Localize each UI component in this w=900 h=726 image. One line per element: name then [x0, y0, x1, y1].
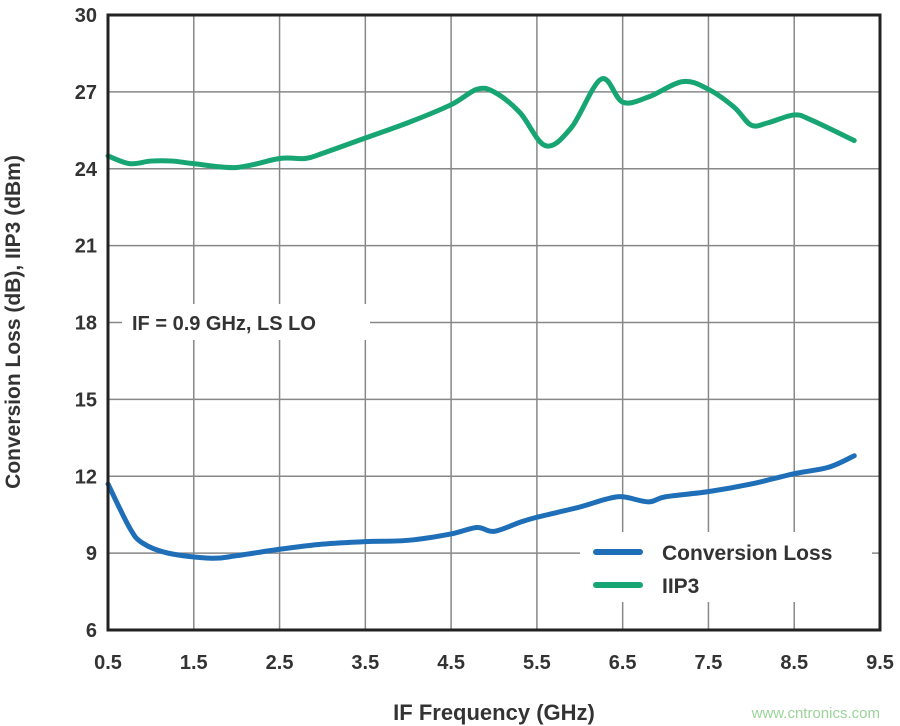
- y-tick-label: 15: [75, 389, 97, 411]
- y-tick-label: 21: [75, 236, 97, 258]
- annotation-text: IF = 0.9 GHz, LS LO: [132, 313, 316, 335]
- series-line-conversion-loss: [105, 453, 857, 561]
- legend-label-conversion-loss: Conversion Loss: [662, 542, 832, 565]
- series-lines: [105, 76, 857, 561]
- x-tick-label: 4.5: [437, 652, 465, 674]
- x-axis-label: IF Frequency (GHz): [393, 700, 595, 725]
- x-tick-label: 2.5: [266, 652, 294, 674]
- y-tick-label: 24: [75, 159, 98, 181]
- x-tick-label: 3.5: [351, 652, 379, 674]
- x-tick-label: 0.5: [94, 652, 122, 674]
- x-tick-label: 5.5: [523, 652, 551, 674]
- series-line-iip3: [105, 76, 857, 171]
- y-tick-label: 27: [75, 82, 97, 104]
- y-tick-label: 30: [75, 5, 97, 27]
- legend: Conversion Loss IIP3: [593, 542, 832, 598]
- y-tick-label: 6: [86, 620, 97, 642]
- annotation-background: [122, 304, 370, 340]
- x-tick-label: 8.5: [780, 652, 808, 674]
- y-tick-label: 18: [75, 313, 97, 335]
- y-tick-label: 9: [86, 543, 97, 565]
- y-axis-label: Conversion Loss (dB), IIP3 (dBm): [2, 155, 25, 489]
- x-tick-label: 1.5: [180, 652, 208, 674]
- y-tick-label: 12: [75, 466, 97, 488]
- x-tick-label: 6.5: [609, 652, 637, 674]
- watermark: www.cntronics.com: [751, 705, 880, 722]
- tick-labels: 0.5 1.5 2.5 3.5 4.5 5.5 6.5 7.5 8.5 9.5 6 9 12 15 18 21…: [75, 5, 894, 674]
- x-tick-label: 7.5: [695, 652, 723, 674]
- legend-label-iip3: IIP3: [662, 575, 699, 598]
- x-tick-label: 9.5: [866, 652, 894, 674]
- plot-frame: [106, 13, 882, 632]
- legend-background: [580, 532, 872, 602]
